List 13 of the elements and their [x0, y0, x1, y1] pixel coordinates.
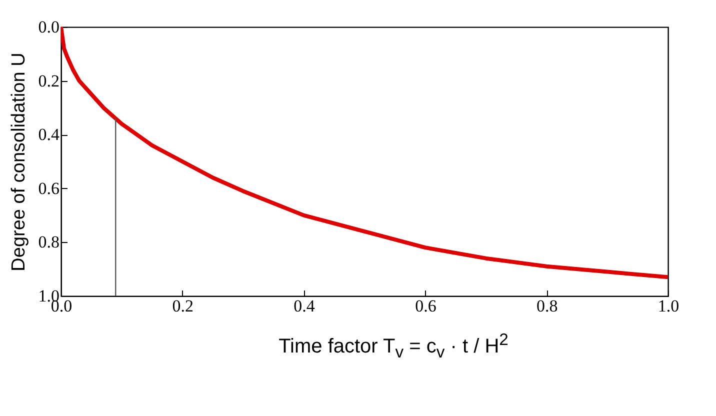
line-series — [61, 27, 668, 280]
y-tick-label: 0.0 — [38, 18, 60, 36]
y-tick-label: 0.2 — [38, 71, 60, 90]
x-tick-label: 1.0 — [658, 296, 680, 316]
y-tick-label: 0.8 — [38, 232, 60, 252]
y-tick-label: 0.4 — [38, 125, 60, 144]
x-tick-label: 0.6 — [415, 296, 436, 316]
x-tick-label: 0.2 — [172, 296, 194, 316]
y-axis-title: Degree of consolidation U — [8, 52, 30, 272]
x-tick-label: 0.4 — [294, 296, 316, 316]
x-tick-label: 0.8 — [536, 296, 558, 316]
x-axis-title: Time factor T$_{v}$ = c$_{v}$ · t / H$^{2}$ — [278, 330, 510, 363]
y-tick-label: 0.6 — [38, 178, 60, 198]
